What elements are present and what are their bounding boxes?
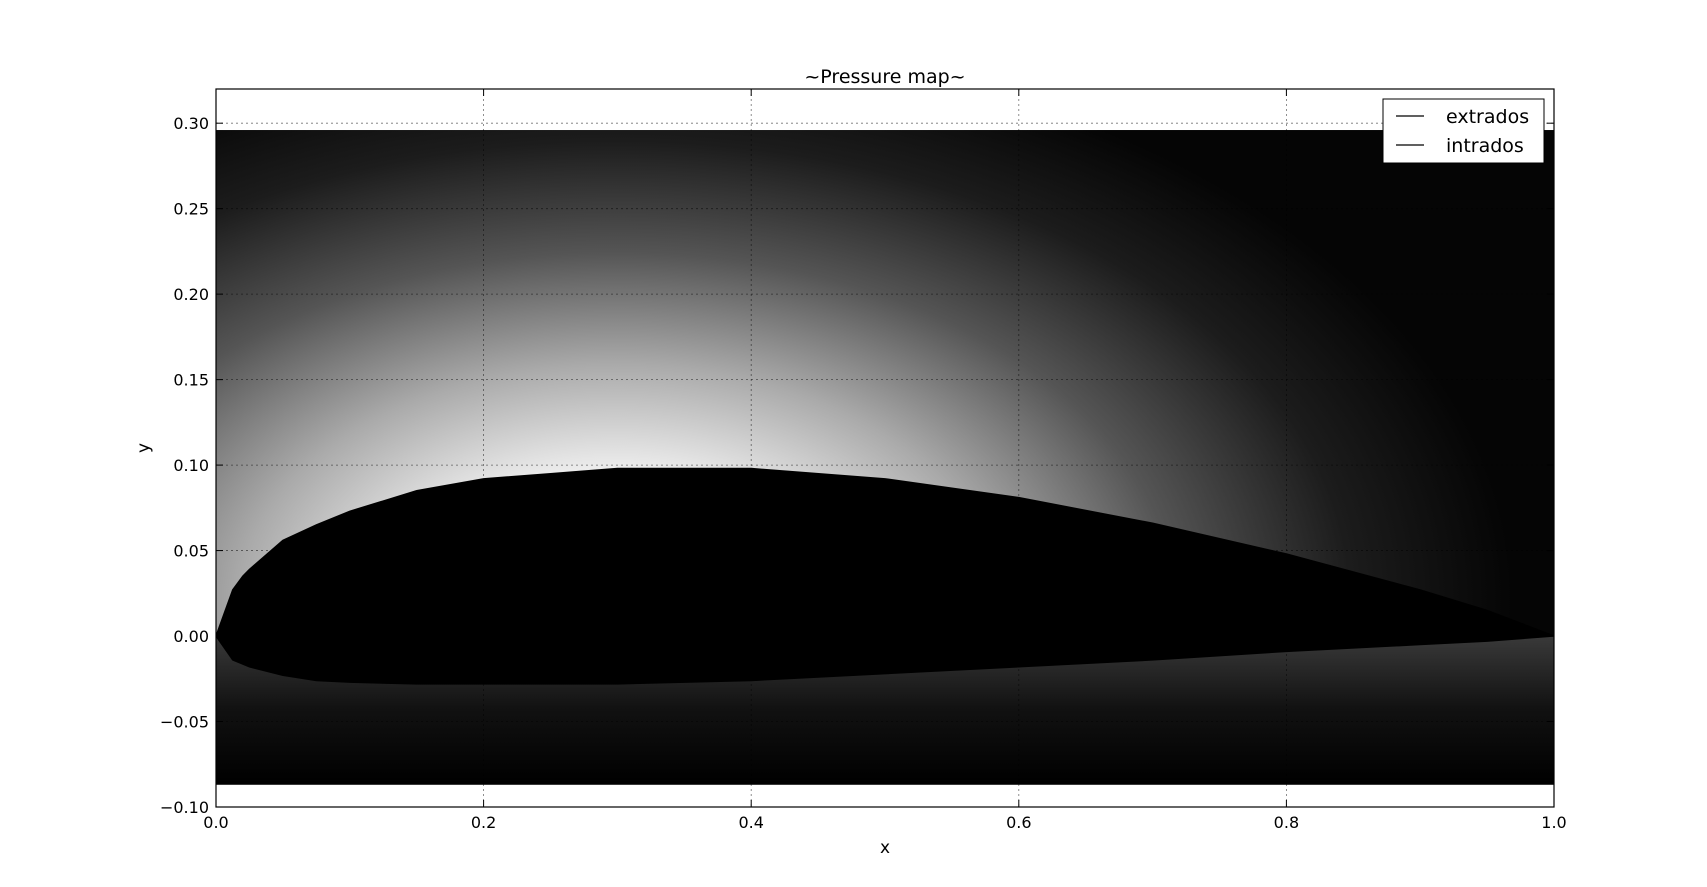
axis-ticks: 0.0 0.2 0.4 0.6 0.8 1.0 −0.10 −0.05 0.00 0.05 0.10… bbox=[160, 89, 1567, 832]
series-line-extrados bbox=[216, 467, 1554, 637]
pressure-field bbox=[216, 130, 1554, 785]
y-tick-label: 0.25 bbox=[173, 200, 209, 219]
y-tick-label: 0.00 bbox=[173, 627, 209, 646]
y-tick-label: 0.15 bbox=[173, 371, 209, 390]
y-tick-label: −0.10 bbox=[160, 798, 209, 817]
y-tick-label: 0.30 bbox=[173, 114, 209, 133]
x-tick-label: 0.0 bbox=[203, 813, 228, 832]
series-line-intrados bbox=[216, 635, 1554, 685]
y-tick-label: 0.05 bbox=[173, 542, 209, 561]
chart-title: ~Pressure map~ bbox=[804, 66, 965, 88]
y-axis-label: y bbox=[134, 443, 154, 453]
grid bbox=[216, 89, 1554, 807]
x-axis-label: x bbox=[880, 838, 890, 858]
y-tick-label: 0.10 bbox=[173, 456, 209, 475]
legend-box bbox=[1382, 98, 1545, 164]
y-tick-label: 0.20 bbox=[173, 285, 209, 304]
legend-label-intrados: intrados bbox=[1446, 135, 1524, 157]
airfoil-body bbox=[216, 468, 1554, 684]
series-lines bbox=[216, 467, 1554, 685]
x-tick-label: 0.6 bbox=[1006, 813, 1031, 832]
x-tick-label: 0.8 bbox=[1274, 813, 1299, 832]
x-tick-label: 0.4 bbox=[738, 813, 763, 832]
x-tick-label: 0.2 bbox=[471, 813, 496, 832]
y-tick-label: −0.05 bbox=[160, 713, 209, 732]
legend: extrados intrados bbox=[1382, 98, 1545, 164]
x-tick-label: 1.0 bbox=[1541, 813, 1566, 832]
legend-label-extrados: extrados bbox=[1446, 106, 1529, 128]
plot-frame bbox=[215, 88, 1555, 808]
